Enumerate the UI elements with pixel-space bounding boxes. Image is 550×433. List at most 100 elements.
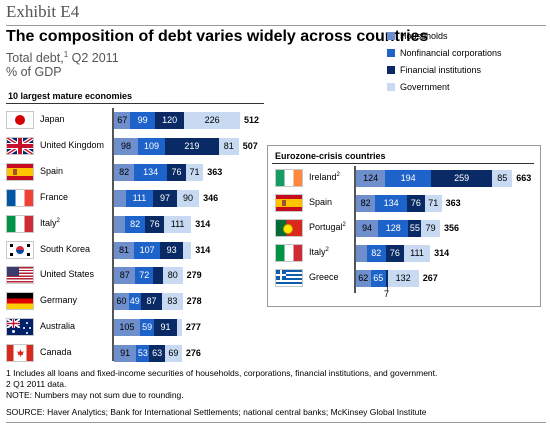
flag-uk-icon: [6, 136, 34, 155]
bar-segment-nonfinancial: 82: [125, 215, 146, 233]
flag-france-icon: [6, 188, 34, 207]
legend-item-nonfinancial: Nonfinancial corporations: [387, 48, 502, 58]
bar-total-label: 512: [243, 115, 259, 125]
bar-segment-government: 85: [492, 170, 513, 187]
bar-segment-nonfinancial: 134: [375, 195, 407, 212]
flag-part: [10, 252, 13, 256]
flag-spain-icon: [275, 194, 303, 212]
country-name: Germany: [40, 295, 78, 306]
group-1-axis: [354, 166, 356, 293]
source-line: SOURCE: Haver Analytics; Bank for Intern…: [6, 407, 427, 417]
legend-swatch-government: [387, 83, 395, 91]
chart-subtitle: Total debt,1 Q2 2011: [6, 50, 119, 65]
bar-segment-government: 81: [218, 137, 239, 155]
flag-italy-icon: [6, 214, 34, 233]
bar-segment-nonfinancial: 82: [366, 245, 386, 262]
bar-segment-households: [114, 189, 126, 207]
bar-segment-nonfinancial: 99: [130, 112, 155, 129]
bar-segment-financial: 76: [406, 195, 425, 212]
country-name: Italy: [309, 247, 326, 257]
flag-part: [17, 349, 24, 358]
country-label: Spain: [309, 197, 332, 207]
bar-segment-financial: 55: [408, 220, 422, 237]
chart-title: The composition of debt varies widely ac…: [6, 28, 429, 45]
country-name: Australia: [40, 321, 76, 332]
annotation-tick: [386, 287, 388, 291]
bar-segment-government: [183, 241, 192, 259]
flag-germany-icon: [6, 292, 34, 311]
country-footnote-ref: 2: [56, 217, 60, 224]
flag-part: [12, 330, 15, 334]
flag-ireland-icon: [275, 169, 303, 187]
bar-total-label: 363: [207, 166, 223, 177]
flag-part: [10, 243, 13, 247]
bar-total-label: 279: [186, 270, 202, 281]
bar-segment-households: 91: [114, 345, 137, 363]
group-title-divider: [6, 103, 264, 104]
flag-part: [15, 115, 25, 125]
country-name: Italy: [40, 217, 57, 228]
country-name: United States: [40, 269, 95, 280]
legend-item-households: Households: [387, 31, 448, 41]
country-label: France: [40, 192, 68, 202]
flag-australia-icon: [6, 318, 34, 337]
flag-japan-icon: [6, 111, 34, 129]
bar-segment-government: 111: [403, 245, 431, 262]
bar-segment-nonfinancial: 53: [136, 345, 150, 363]
bar-segment-households: [114, 215, 126, 233]
flag-spain-icon: [6, 162, 34, 181]
bar-total-label: 356: [444, 223, 460, 233]
bar-segment-financial: [385, 270, 388, 287]
country-label: Portugal2: [309, 222, 346, 232]
flag-korea-icon: [6, 240, 34, 259]
subtitle-main: Total debt,: [6, 51, 64, 66]
bar-total-label: 346: [203, 192, 219, 203]
bar-segment-households: 105: [114, 319, 140, 337]
flag-portugal-icon: [275, 219, 303, 237]
country-name: Portugal: [309, 222, 343, 232]
bar-segment-nonfinancial: 107: [133, 241, 161, 259]
bar-segment-households: 82: [356, 195, 376, 212]
flag-part: [7, 137, 33, 154]
legend-swatch-households: [387, 32, 395, 40]
bar-segment-nonfinancial: 72: [135, 267, 154, 285]
bar-segment-government: 71: [185, 163, 204, 181]
country-label: Greece: [309, 272, 339, 282]
bar-segment-government: 90: [176, 189, 200, 207]
flag-greece-icon: [275, 269, 303, 287]
country-label: South Korea: [40, 244, 90, 254]
country-label: Germany: [40, 295, 77, 305]
bar-segment-government: 69: [164, 345, 182, 363]
country-label: United Kingdom: [40, 140, 104, 150]
bar-segment-nonfinancial: 109: [138, 137, 165, 155]
bar-segment-households: 98: [114, 137, 139, 155]
country-name: Greece: [309, 272, 339, 282]
subtitle-period: Q2 2011: [68, 51, 119, 66]
eurozone-title-divider: [272, 163, 534, 164]
flag-part: [27, 252, 30, 256]
bar-segment-households: 81: [114, 241, 134, 259]
bar-segment-financial: 93: [160, 241, 184, 259]
flag-part: [283, 224, 293, 234]
country-name: Spain: [309, 197, 333, 207]
group-title-eurozone: Eurozone-crisis countries: [275, 151, 386, 161]
footnote-line: 1 Includes all loans and fixed-income se…: [6, 368, 438, 378]
flag-part: [27, 243, 30, 247]
legend-label: Households: [400, 31, 448, 41]
country-name: Ireland: [309, 172, 337, 182]
bar-total-label: 663: [516, 173, 532, 183]
country-footnote-ref: 2: [325, 247, 329, 253]
annotation-label: 7: [383, 289, 389, 299]
bar-segment-financial: 76: [385, 245, 404, 262]
bar-segment-households: 94: [356, 220, 379, 237]
flag-part: [7, 267, 19, 277]
bar-segment-financial: 76: [145, 215, 164, 233]
legend-label: Nonfinancial corporations: [400, 48, 502, 58]
bar-segment-financial: 120: [154, 112, 185, 129]
country-footnote-ref: 2: [336, 172, 340, 178]
bar-segment-government: 132: [387, 270, 419, 287]
bar-segment-households: 60: [114, 293, 129, 311]
bar-segment-households: 82: [114, 163, 135, 181]
legend-label: Government: [400, 82, 450, 92]
country-label: Japan: [40, 114, 65, 124]
